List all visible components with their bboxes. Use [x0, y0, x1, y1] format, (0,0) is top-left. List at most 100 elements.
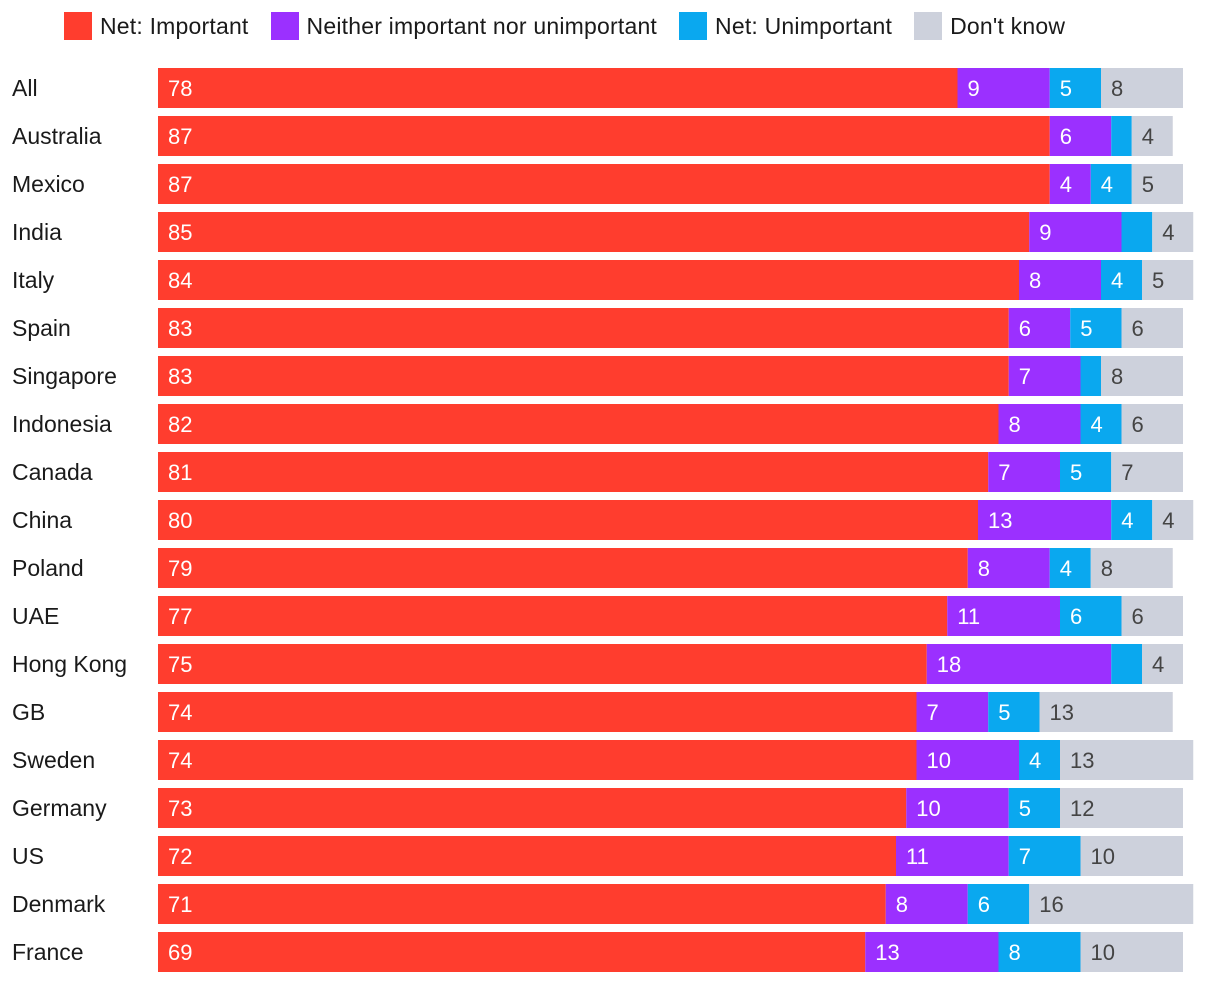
- data-label-net-unimportant-spain: 5: [1080, 316, 1092, 341]
- data-label-net-important-gb: 74: [168, 700, 192, 725]
- bar-net-unimportant-gb: [988, 692, 1040, 732]
- data-label-neither-important-nor-unimportant-sweden: 10: [927, 748, 951, 773]
- data-label-neither-important-nor-unimportant-indonesia: 8: [1009, 412, 1021, 437]
- data-label-neither-important-nor-unimportant-spain: 6: [1019, 316, 1031, 341]
- data-label-net-important-china: 80: [168, 508, 192, 533]
- data-label-don-t-know-china: 4: [1162, 508, 1174, 533]
- bar-net-important-china: [158, 500, 978, 540]
- bar-neither-important-nor-unimportant-gb: [916, 692, 989, 732]
- bar-neither-important-nor-unimportant-australia: [1049, 116, 1112, 156]
- bar-neither-important-nor-unimportant-mexico: [1049, 164, 1091, 204]
- bar-neither-important-nor-unimportant-us: [896, 836, 1009, 876]
- bar-net-unimportant-indonesia: [1080, 404, 1122, 444]
- data-label-don-t-know-uae: 6: [1132, 604, 1144, 629]
- data-label-net-unimportant-us: 7: [1019, 844, 1031, 869]
- bar-net-important-india: [158, 212, 1030, 252]
- bar-neither-important-nor-unimportant-sweden: [916, 740, 1019, 780]
- data-label-neither-important-nor-unimportant-india: 9: [1039, 220, 1051, 245]
- bar-don-t-know-all: [1101, 68, 1183, 108]
- bar-net-important-france: [158, 932, 866, 972]
- data-label-neither-important-nor-unimportant-germany: 10: [916, 796, 940, 821]
- legend-item-neither: Neither important nor unimportant: [270, 12, 658, 40]
- bar-don-t-know-singapore: [1101, 356, 1183, 396]
- bar-net-important-germany: [158, 788, 907, 828]
- bar-net-unimportant-germany: [1008, 788, 1060, 828]
- bar-neither-important-nor-unimportant-all: [957, 68, 1050, 108]
- category-label-us: US: [12, 843, 44, 869]
- data-label-neither-important-nor-unimportant-uae: 11: [957, 604, 980, 629]
- chart-legend: Net: Important Neither important nor uni…: [64, 10, 1087, 42]
- data-label-net-important-india: 85: [168, 220, 192, 245]
- data-label-net-unimportant-poland: 4: [1060, 556, 1072, 581]
- data-label-don-t-know-canada: 7: [1121, 460, 1133, 485]
- bar-don-t-know-india: [1152, 212, 1194, 252]
- category-label-all: All: [12, 75, 38, 101]
- data-label-net-important-spain: 83: [168, 316, 192, 341]
- bar-net-unimportant-italy: [1101, 260, 1142, 300]
- bar-don-t-know-sweden: [1060, 740, 1194, 780]
- data-label-don-t-know-us: 10: [1091, 844, 1115, 869]
- category-label-germany: Germany: [12, 795, 107, 821]
- legend-swatch-net-important: [64, 12, 92, 40]
- data-label-net-unimportant-germany: 5: [1019, 796, 1031, 821]
- category-label-italy: Italy: [12, 267, 55, 293]
- bar-net-unimportant-australia: [1111, 116, 1132, 156]
- bar-net-unimportant-denmark: [967, 884, 1030, 924]
- data-label-net-important-indonesia: 82: [168, 412, 192, 437]
- data-label-net-important-poland: 79: [168, 556, 192, 581]
- bar-neither-important-nor-unimportant-uae: [947, 596, 1060, 636]
- bar-net-unimportant-china: [1111, 500, 1153, 540]
- data-label-don-t-know-all: 8: [1111, 76, 1123, 101]
- bar-net-important-uae: [158, 596, 948, 636]
- data-label-net-important-uae: 77: [168, 604, 192, 629]
- bar-neither-important-nor-unimportant-poland: [967, 548, 1050, 588]
- data-label-don-t-know-india: 4: [1162, 220, 1174, 245]
- data-label-don-t-know-germany: 12: [1070, 796, 1094, 821]
- bar-don-t-know-mexico: [1131, 164, 1183, 204]
- category-label-india: India: [12, 219, 62, 245]
- bar-net-unimportant-singapore: [1080, 356, 1101, 396]
- legend-swatch-dont-know: [914, 12, 943, 40]
- category-label-indonesia: Indonesia: [12, 411, 112, 437]
- bar-neither-important-nor-unimportant-italy: [1019, 260, 1101, 300]
- bar-net-unimportant-sweden: [1019, 740, 1060, 780]
- bar-don-t-know-canada: [1111, 452, 1183, 492]
- bar-don-t-know-us: [1080, 836, 1183, 876]
- data-label-net-unimportant-sweden: 4: [1029, 748, 1041, 773]
- data-label-net-unimportant-gb: 5: [998, 700, 1010, 725]
- category-label-france: France: [12, 939, 84, 965]
- bar-net-important-us: [158, 836, 896, 876]
- data-label-don-t-know-indonesia: 6: [1132, 412, 1144, 437]
- bar-net-unimportant-hong-kong: [1111, 644, 1142, 684]
- category-label-poland: Poland: [12, 555, 84, 581]
- bar-don-t-know-denmark: [1029, 884, 1194, 924]
- data-label-neither-important-nor-unimportant-mexico: 4: [1060, 172, 1072, 197]
- legend-label-dont-know: Don't know: [950, 12, 1066, 39]
- legend-swatch-net-unimportant: [679, 12, 708, 40]
- bar-net-important-mexico: [158, 164, 1050, 204]
- category-label-sweden: Sweden: [12, 747, 95, 773]
- data-label-neither-important-nor-unimportant-poland: 8: [978, 556, 990, 581]
- data-label-don-t-know-mexico: 5: [1142, 172, 1154, 197]
- category-label-denmark: Denmark: [12, 891, 106, 917]
- legend-item-net-important: Net: Important: [64, 12, 249, 40]
- data-label-don-t-know-singapore: 8: [1111, 364, 1123, 389]
- legend-swatch-neither: [270, 12, 299, 40]
- bar-don-t-know-italy: [1142, 260, 1194, 300]
- bar-net-important-spain: [158, 308, 1009, 348]
- category-label-china: China: [12, 507, 72, 533]
- data-label-net-unimportant-mexico: 4: [1101, 172, 1113, 197]
- data-label-don-t-know-italy: 5: [1152, 268, 1164, 293]
- bar-net-important-denmark: [158, 884, 886, 924]
- legend-item-dont-know: Don't know: [914, 12, 1065, 40]
- legend-label-net-unimportant: Net: Unimportant: [715, 12, 893, 39]
- bar-don-t-know-hong-kong: [1142, 644, 1183, 684]
- data-label-don-t-know-hong-kong: 4: [1152, 652, 1164, 677]
- data-label-net-important-denmark: 71: [168, 892, 192, 917]
- data-label-net-important-all: 78: [168, 76, 192, 101]
- data-label-net-unimportant-denmark: 6: [978, 892, 990, 917]
- bar-net-important-italy: [158, 260, 1019, 300]
- bar-net-unimportant-us: [1008, 836, 1081, 876]
- legend-label-neither: Neither important nor unimportant: [306, 12, 658, 39]
- bar-net-unimportant-spain: [1070, 308, 1122, 348]
